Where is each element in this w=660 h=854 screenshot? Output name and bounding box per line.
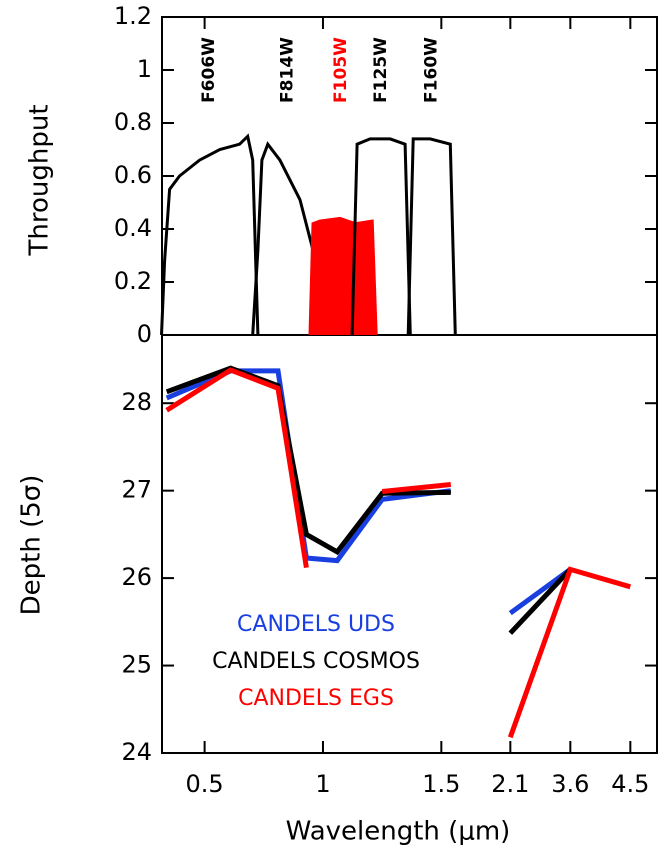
filter-label: F160W (421, 37, 441, 103)
x-tick-label: 1 (315, 770, 330, 798)
y-axis-title: Depth (5σ) (17, 475, 47, 616)
plot-frame (161, 16, 658, 754)
x-tick-label: 1.5 (422, 770, 460, 798)
x-axis-title: Wavelength (μm) (286, 817, 511, 847)
y-tick-label: 0.8 (114, 108, 152, 136)
line (160, 133, 260, 336)
legend-label: CANDELS EGS (238, 686, 394, 711)
y-tick-label: 1 (137, 55, 152, 83)
filter-label: F814W (278, 37, 298, 103)
x-tick-label: 0.5 (186, 770, 224, 798)
x-tick-label: 4.5 (611, 770, 649, 798)
filter-label: F606W (199, 37, 219, 103)
line (165, 365, 573, 635)
y-tick-label: 26 (121, 563, 152, 591)
x-tick-label: 3.6 (551, 770, 589, 798)
filter-label: F125W (371, 37, 391, 103)
filled-curve (308, 216, 378, 336)
line (165, 367, 631, 739)
y-tick-label: 0 (137, 320, 152, 348)
line (165, 368, 572, 616)
legend-label: CANDELS COSMOS (212, 649, 420, 674)
legend-label: CANDELS UDS (237, 612, 395, 637)
y-tick-label: 0.4 (114, 214, 152, 242)
y-tick-label: 25 (121, 651, 152, 679)
y-tick-label: 0.6 (114, 161, 152, 189)
y-tick-label: 0.2 (114, 267, 152, 295)
y-tick-label: 24 (121, 738, 152, 766)
y-tick-label: 1.2 (114, 2, 152, 30)
line (406, 137, 457, 336)
y-axis-title: Throughput (25, 104, 55, 256)
line (350, 137, 412, 336)
y-tick-label: 27 (121, 476, 152, 504)
x-tick-label: 2.1 (491, 770, 529, 798)
filter-label: F105W (331, 37, 351, 103)
y-tick-label: 28 (121, 388, 152, 416)
